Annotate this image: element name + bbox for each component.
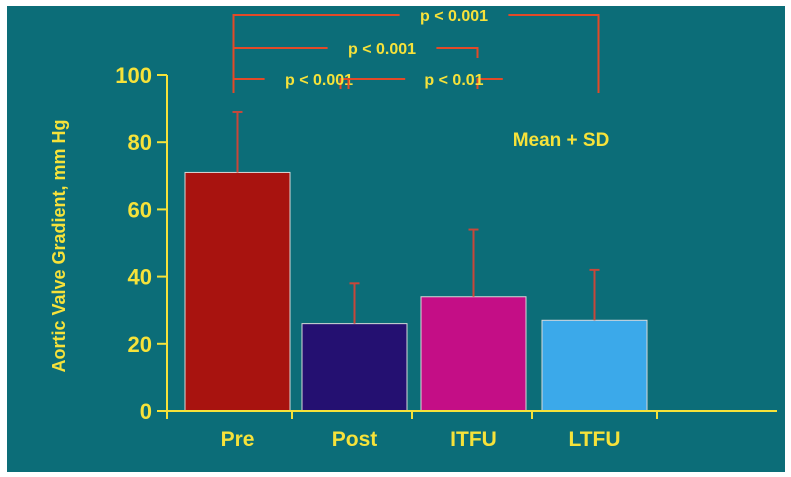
comparison-label-3: p < 0.001 <box>348 41 416 58</box>
y-tick-label-80: 80 <box>128 130 152 155</box>
bar-ltfu <box>541 319 648 412</box>
y-tick-label-60: 60 <box>128 197 152 222</box>
y-tick-label-0: 0 <box>140 399 152 424</box>
bar-post <box>301 323 408 412</box>
category-label-itfu: ITFU <box>450 428 497 451</box>
category-label-post: Post <box>332 428 378 451</box>
y-axis-label: Aortic Valve Gradient, mm Hg <box>49 119 69 372</box>
comparison-bracket-4 <box>232 14 600 93</box>
category-label-pre: Pre <box>221 428 255 451</box>
y-tick-label-100: 100 <box>115 63 152 88</box>
comparison-label-1: p < 0.001 <box>285 72 353 89</box>
y-tick-label-20: 20 <box>128 332 152 357</box>
comparison-label-2: p < 0.01 <box>424 72 483 89</box>
mean-sd-annotation: Mean + SD <box>513 130 610 151</box>
chart-panel: 0 20 40 60 80 100 Pre Post ITFU LTFU p < 0.001 p … <box>7 6 785 472</box>
comparison-bracket-2 <box>347 78 503 89</box>
comparison-label-4: p < 0.001 <box>420 8 488 25</box>
bar-itfu <box>420 296 527 412</box>
y-tick-label-40: 40 <box>128 265 152 290</box>
category-label-ltfu: LTFU <box>568 428 620 451</box>
bar-pre <box>184 171 291 412</box>
